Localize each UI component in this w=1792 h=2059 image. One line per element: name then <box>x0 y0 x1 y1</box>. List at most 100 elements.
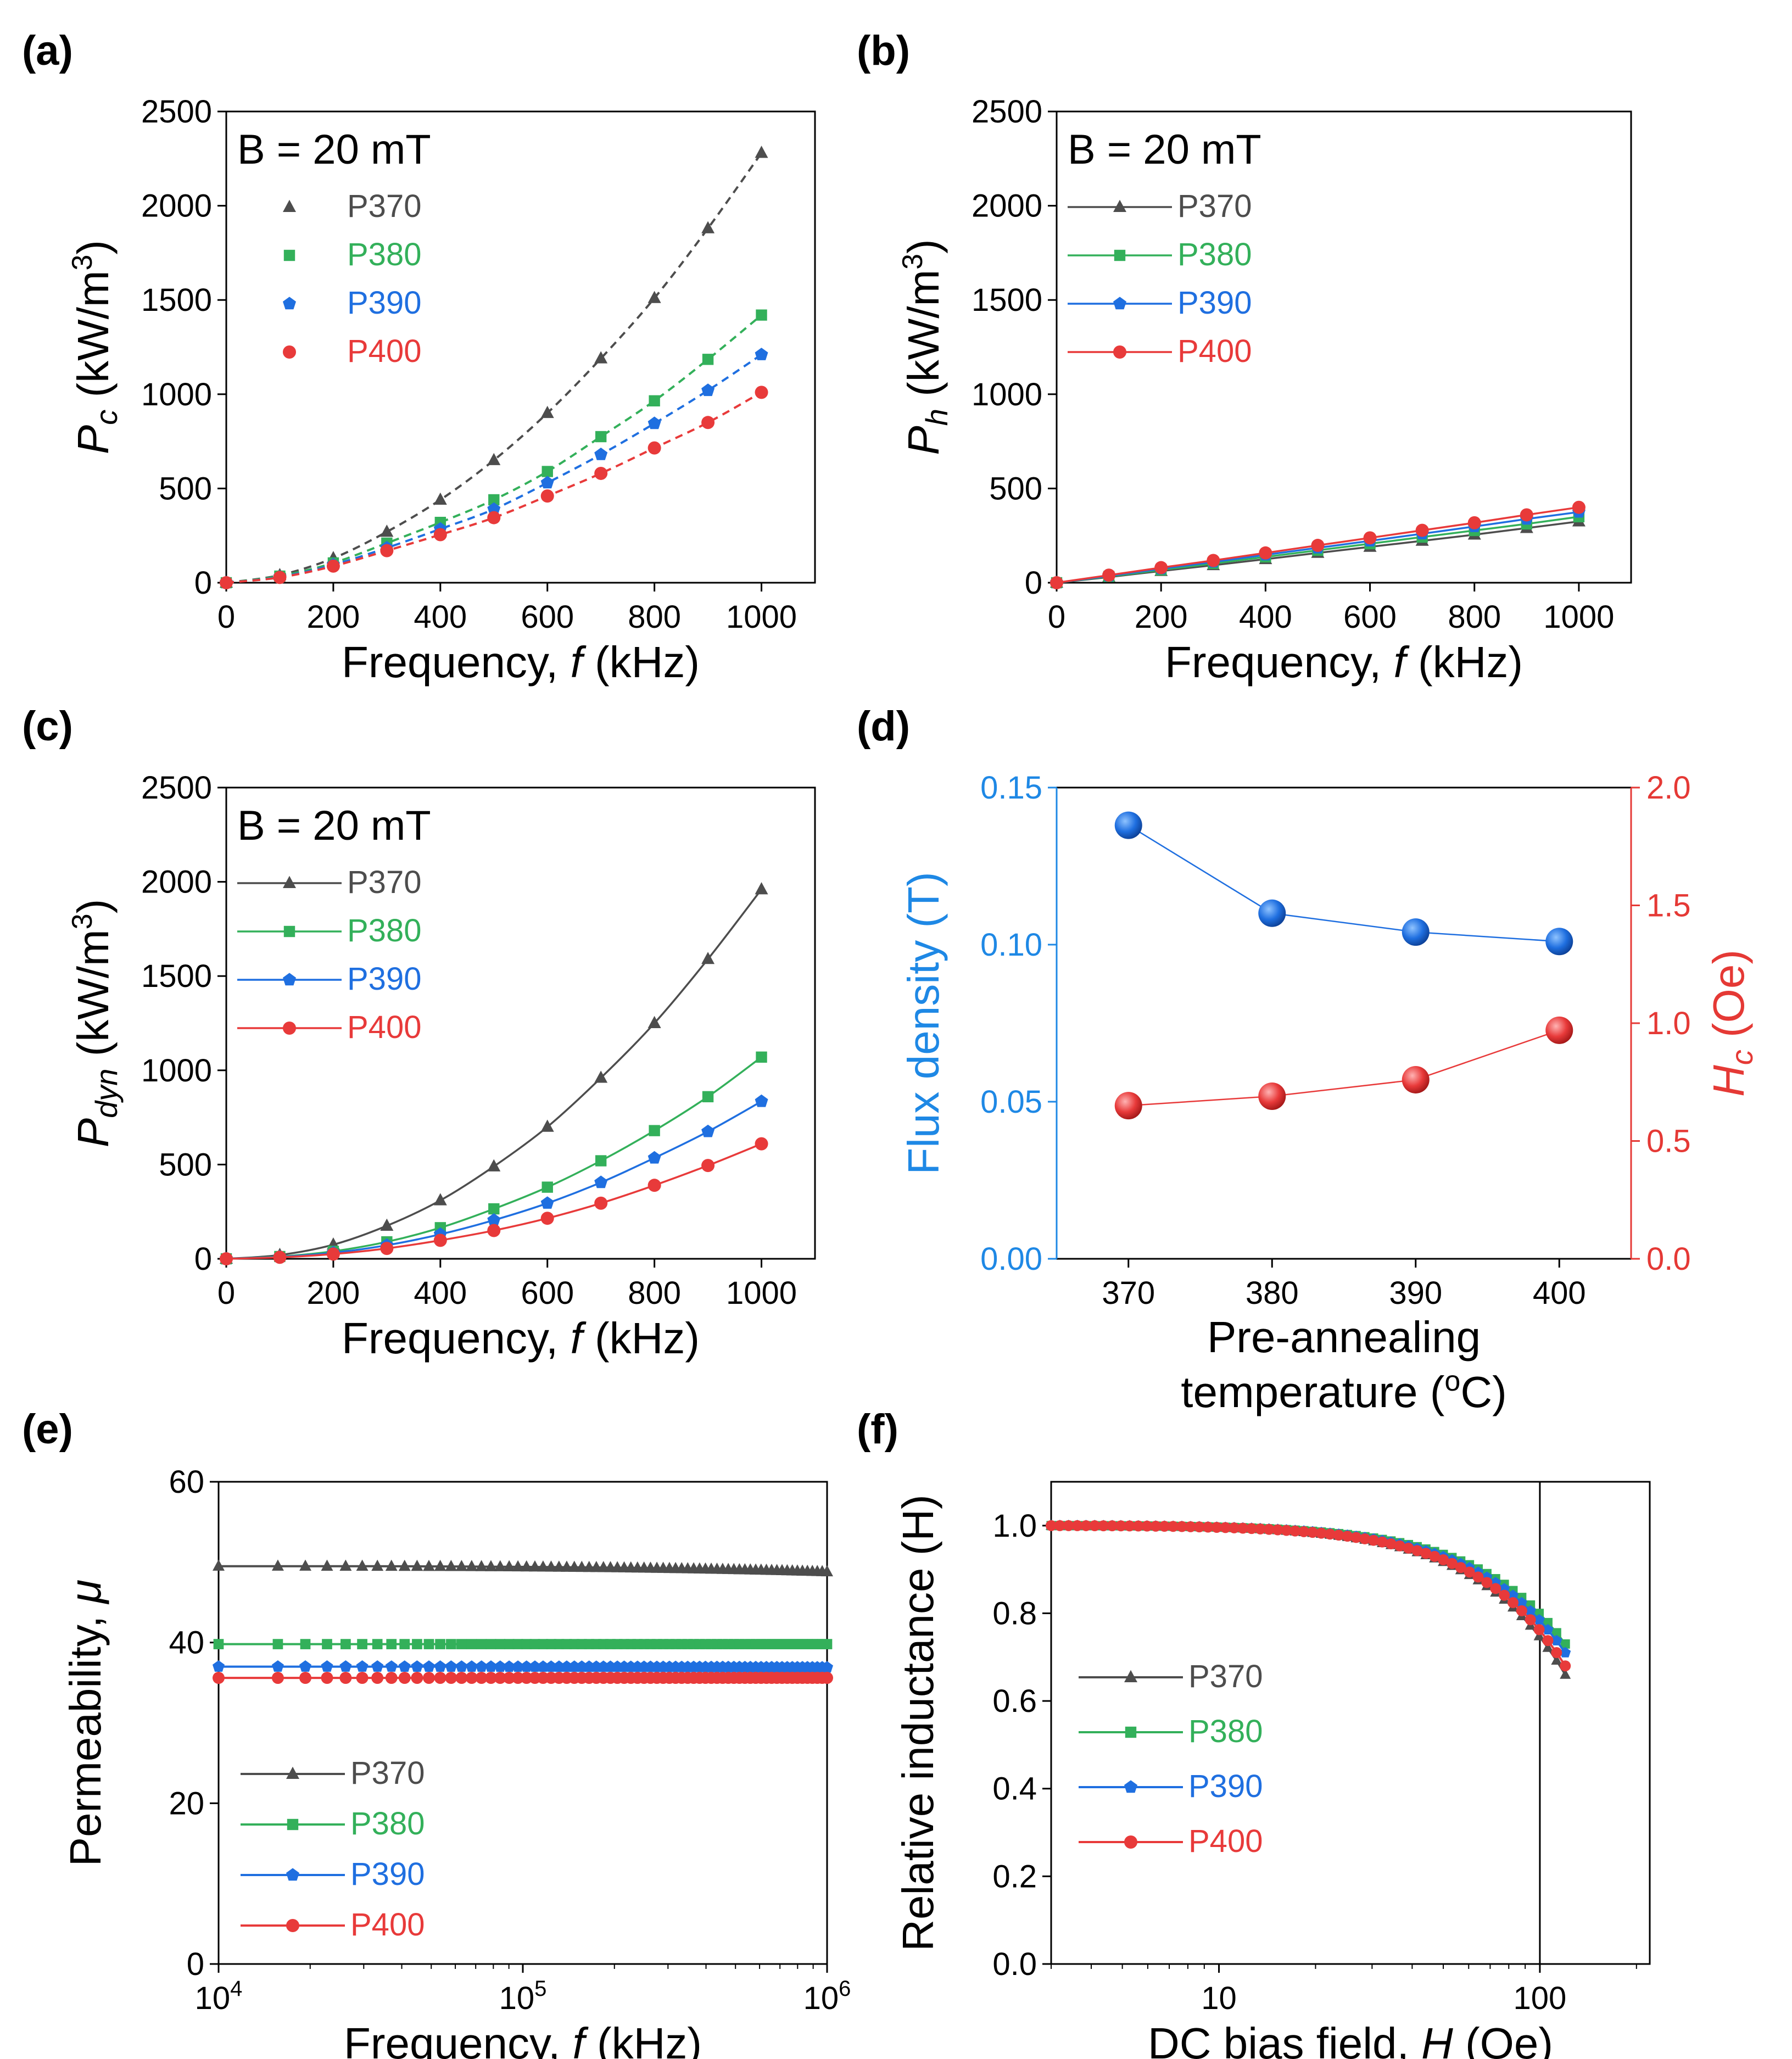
legend-label: P390 <box>350 1856 425 1892</box>
data-point-p380 <box>446 1639 456 1649</box>
data-point-p400 <box>494 1672 506 1684</box>
data-point-p380 <box>541 1181 553 1193</box>
data-point-p400 <box>1507 1597 1519 1609</box>
data-point-p400 <box>1455 1562 1466 1573</box>
data-point-p370 <box>520 1560 533 1572</box>
y-tick-label: 2000 <box>972 188 1042 224</box>
data-point-p400 <box>220 1252 233 1265</box>
data-point-p370 <box>594 1070 608 1083</box>
data-point-p380 <box>649 395 660 407</box>
data-point-p400 <box>1533 1624 1545 1636</box>
data-point-p400 <box>484 1672 497 1684</box>
series-line-p400 <box>226 391 762 584</box>
data-point-p390 <box>512 1660 524 1672</box>
data-point-p400 <box>821 1672 833 1684</box>
data-point-p400 <box>380 544 394 557</box>
data-point-p400 <box>1246 1523 1257 1535</box>
legend-marker <box>1113 199 1126 212</box>
x-tick-label: 1000 <box>726 599 797 635</box>
legend-label: P400 <box>347 1009 421 1045</box>
series-line-p370 <box>226 152 763 584</box>
data-point-p380 <box>476 1639 487 1649</box>
plot-frame <box>225 786 816 1260</box>
panel-e: (e) 0 20 40 60 104 105 106 Frequency, f (kHz) Per… <box>22 1406 851 2059</box>
y-axis-label: Flux density (T) <box>899 872 948 1174</box>
data-point-p380 <box>538 1639 549 1649</box>
legend-marker <box>286 1919 299 1932</box>
panel-label: (a) <box>22 27 73 74</box>
series-line-p390 <box>226 354 762 584</box>
data-point-p400 <box>422 1672 435 1684</box>
data-point-p370 <box>540 405 554 419</box>
data-point-p400 <box>1572 500 1586 514</box>
x-axis-label: DC bias field, H (Oe) <box>1148 2019 1553 2059</box>
data-point-p400 <box>1350 1532 1362 1543</box>
data-point-p380 <box>272 1639 283 1649</box>
data-point-p400 <box>1272 1524 1283 1536</box>
data-point-p400 <box>339 1672 352 1684</box>
data-point-p390 <box>821 1661 833 1673</box>
data-point-p380 <box>1560 1639 1570 1649</box>
data-point-p370 <box>755 146 768 158</box>
data-point-p390 <box>398 1660 411 1672</box>
data-point-hc <box>1545 1016 1573 1044</box>
data-point-p390 <box>1542 1624 1554 1634</box>
data-point-p400 <box>594 1196 608 1210</box>
legend-marker <box>283 249 295 261</box>
data-point-p400 <box>1315 1527 1327 1539</box>
series-line-hc <box>1128 1029 1560 1107</box>
data-point-p400 <box>475 1672 488 1684</box>
data-point-p370 <box>512 1560 524 1572</box>
data-point-p370 <box>321 1559 333 1571</box>
x-tick-label: 200 <box>307 1275 360 1311</box>
panel-label: (d) <box>857 703 910 750</box>
annotation-b-field: B = 20 mT <box>237 802 431 849</box>
x-tick-label: 400 <box>414 599 467 635</box>
data-point-p380 <box>512 1639 523 1649</box>
data-point-p370 <box>422 1559 435 1571</box>
panel-a: (a) 0 500 1000 1500 2000 2500 0 200 400 600 800 1000… <box>22 27 816 687</box>
data-point-p400 <box>1516 1605 1527 1616</box>
data-point-p400 <box>1481 1577 1493 1588</box>
data-point-p400 <box>540 1212 554 1225</box>
data-point-p380 <box>456 1639 467 1649</box>
y-tick-label: 40 <box>169 1625 204 1661</box>
legend-marker <box>1124 1835 1137 1849</box>
x-tick-label: 200 <box>307 599 360 635</box>
data-point-p400 <box>1490 1583 1501 1594</box>
data-point-hc <box>1402 1065 1430 1093</box>
data-point-p370 <box>455 1560 468 1571</box>
data-point-p370 <box>647 291 661 303</box>
y2-tick-label: 2.0 <box>1646 770 1691 806</box>
data-point-p400 <box>1446 1558 1458 1569</box>
data-point-p400 <box>1229 1522 1240 1533</box>
data-point-p400 <box>1281 1525 1292 1536</box>
data-point-p400 <box>385 1672 398 1684</box>
data-point-flux-density <box>1114 811 1142 839</box>
data-point-p400 <box>220 576 233 589</box>
y-tick-label: 500 <box>159 471 212 506</box>
data-point-p400 <box>1385 1538 1397 1550</box>
data-point-p390 <box>545 1660 557 1672</box>
x-tick-label: 380 <box>1246 1275 1299 1311</box>
data-point-p400 <box>512 1672 524 1684</box>
data-point-p370 <box>552 1560 565 1572</box>
panel-label: (c) <box>22 703 73 750</box>
y-tick-label: 2500 <box>141 94 212 130</box>
data-point-p370 <box>1533 1630 1545 1640</box>
data-point-p370 <box>647 1015 661 1028</box>
data-point-p400 <box>520 1672 533 1684</box>
y2-tick-label: 1.0 <box>1646 1006 1691 1041</box>
data-point-p400 <box>1376 1536 1388 1548</box>
data-point-p370 <box>371 1559 384 1571</box>
y-tick-label: 500 <box>989 471 1042 506</box>
data-point-p400 <box>701 1159 715 1173</box>
data-point-p400 <box>1542 1635 1554 1647</box>
x-axis-label: Pre-annealing <box>1207 1313 1481 1361</box>
x-tick-label: 400 <box>414 1275 467 1311</box>
data-point-p390 <box>540 476 554 489</box>
data-point-p400 <box>1132 1520 1144 1532</box>
data-point-p390 <box>701 1124 715 1137</box>
data-point-p400 <box>1342 1531 1353 1542</box>
